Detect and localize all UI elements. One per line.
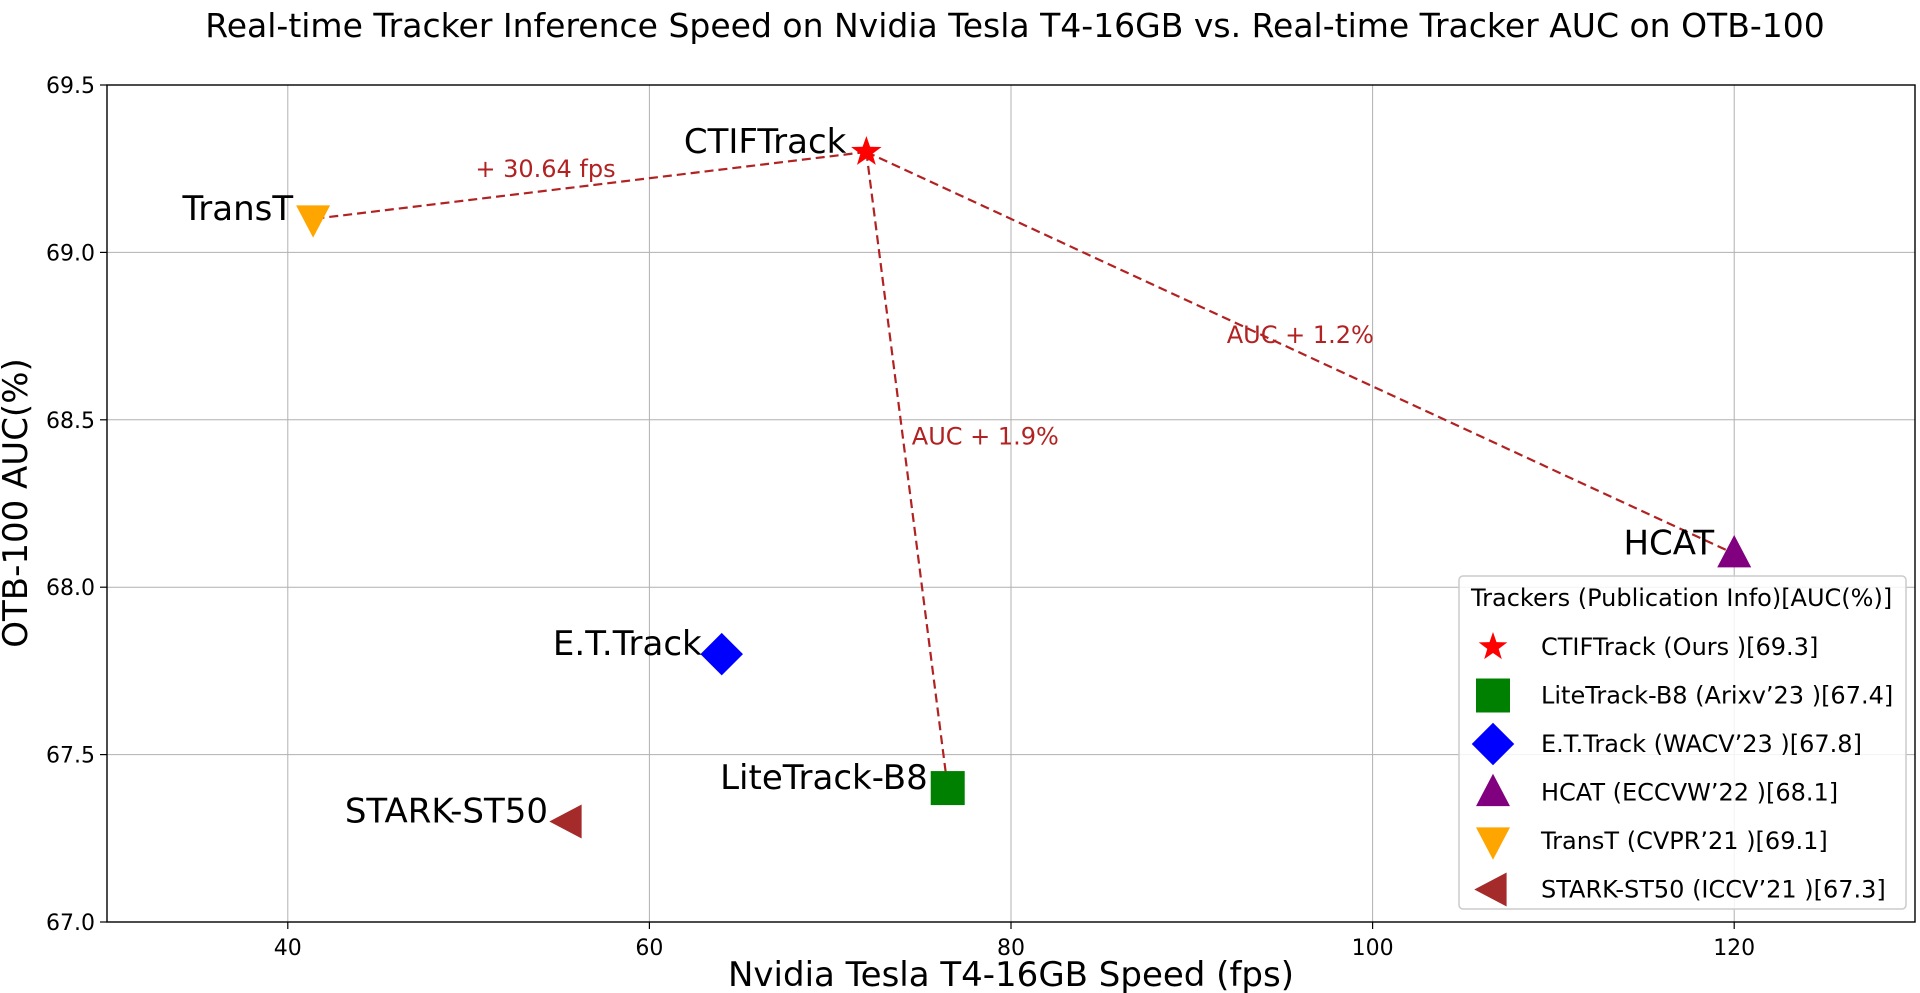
data-point-diamond (700, 632, 743, 676)
axis-ticks: 40 60 80 100 120 67.0 67.5 68.0 68.5 69.0 69.5 (46, 74, 1755, 961)
comparison-annotation: + 30.64 fps (475, 155, 615, 183)
legend-entry-label: CTIFTrack (Ours )[69.3] (1541, 633, 1818, 661)
legend-marker-triangle-up (1476, 773, 1510, 807)
x-tick-label: 60 (635, 936, 663, 961)
legend-marker-triangle-left (1474, 872, 1507, 907)
legend-entry-label: LiteTrack-B8 (Arixv’23 )[67.4] (1541, 682, 1893, 710)
x-tick-label: 40 (274, 936, 302, 961)
data-points (296, 136, 1752, 839)
x-axis-label: Nvidia Tesla T4-16GB Speed (fps) (728, 955, 1294, 993)
point-labels: CTIFTrack LiteTrack-B8 E.T.Track HCAT TransT… (181, 122, 1714, 832)
point-label: CTIFTrack (684, 122, 847, 162)
legend-marker-diamond (1471, 722, 1515, 766)
comparison-line (312, 150, 867, 221)
data-point-triangle-up (1717, 535, 1752, 568)
y-tick-label: 68.5 (46, 409, 95, 434)
legend-marker-triangle-down (1476, 827, 1510, 860)
data-point-triangle-down (296, 205, 331, 238)
legend-entry-label: E.T.Track (WACV’23 )[67.8] (1541, 730, 1862, 758)
chart-title: Real-time Tracker Inference Speed on Nvi… (205, 6, 1824, 45)
y-tick-label: 69.5 (46, 74, 95, 99)
legend-marker-star (1478, 632, 1508, 660)
y-tick-label: 67.0 (46, 911, 95, 936)
point-label: LiteTrack-B8 (720, 758, 928, 798)
data-point-star (851, 136, 882, 165)
legend-marker-square (1476, 678, 1510, 713)
x-tick-label: 120 (1713, 936, 1755, 961)
legend-items: CTIFTrack (Ours )[69.3] LiteTrack-B8 (Ari… (1471, 632, 1893, 907)
legend-entry-label: TransT (CVPR’21 )[69.1] (1540, 827, 1828, 855)
comparison-line (865, 151, 949, 789)
comparison-annotation: AUC + 1.2% (1227, 321, 1374, 349)
x-tick-label: 100 (1352, 936, 1394, 961)
data-point-square (930, 771, 965, 806)
y-tick-label: 67.5 (46, 744, 95, 769)
point-label: E.T.Track (553, 624, 702, 664)
point-label: STARK-ST50 (345, 792, 548, 832)
y-tick-label: 68.0 (46, 576, 95, 601)
legend-box (1458, 575, 1907, 910)
comparison-line (865, 150, 1735, 555)
data-point-triangle-left (549, 804, 582, 839)
legend-entry-label: STARK-ST50 (ICCV’21 )[67.3] (1541, 876, 1886, 904)
comparison-annotation: AUC + 1.9% (912, 423, 1059, 451)
point-label: TransT (181, 189, 293, 229)
point-label: HCAT (1623, 524, 1714, 564)
legend-entry-label: HCAT (ECCVW’22 )[68.1] (1541, 779, 1838, 807)
y-axis-label: OTB-100 AUC(%) (0, 358, 36, 648)
comparison-lines: + 30.64 fps AUC + 1.9% AUC + 1.2% (312, 150, 1735, 789)
legend: Trackers (Publication Info)[AUC(%)] CTIF… (1458, 575, 1907, 910)
y-tick-label: 69.0 (46, 241, 95, 266)
x-tick-label: 80 (997, 936, 1025, 961)
legend-title: Trackers (Publication Info)[AUC(%)] (1470, 584, 1892, 612)
